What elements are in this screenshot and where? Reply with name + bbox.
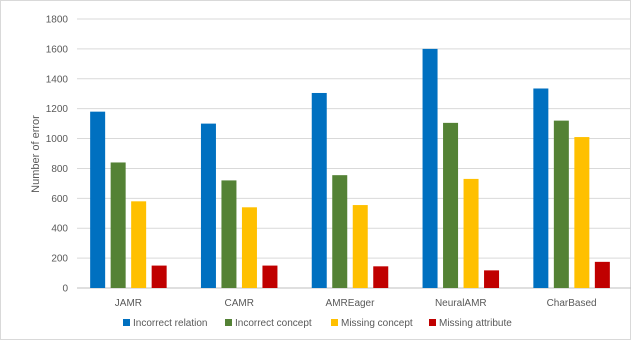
bar <box>200 123 216 288</box>
y-tick-label: 800 <box>51 164 68 175</box>
y-tick-label: 400 <box>51 224 68 235</box>
legend-label: Missing attribute <box>439 318 512 329</box>
legend-swatch <box>429 319 436 326</box>
bar <box>594 261 610 288</box>
bar <box>131 201 147 288</box>
bar <box>110 162 126 288</box>
x-tick-label: NeuralAMR <box>435 298 487 309</box>
legend-swatch <box>123 319 130 326</box>
y-tick-label: 0 <box>62 284 68 295</box>
bar-chart: 0 200 400 600 800 1000 1200 1400 1600 1800 JAMR CA… <box>30 15 631 329</box>
bar <box>484 270 500 288</box>
y-tick-label: 1400 <box>46 74 69 85</box>
bar <box>443 122 459 288</box>
y-axis-ticks: 0 200 400 600 800 1000 1200 1400 1600 1800 <box>46 15 69 295</box>
y-tick-label: 1600 <box>46 44 69 55</box>
bar <box>241 207 257 288</box>
bar <box>574 137 590 288</box>
bar <box>352 205 368 288</box>
y-tick-label: 1000 <box>46 134 69 145</box>
legend-item: Missing concept <box>331 318 413 329</box>
x-tick-label: CAMR <box>224 298 253 309</box>
x-tick-label: CharBased <box>547 298 597 309</box>
bar <box>533 88 549 288</box>
x-tick-label: AMREager <box>326 298 376 309</box>
gridlines <box>77 18 631 289</box>
legend-label: Missing concept <box>341 318 413 329</box>
x-tick-label: JAMR <box>115 298 142 309</box>
legend-label: Incorrect relation <box>133 318 207 329</box>
x-axis-ticks: JAMR CAMR AMREager NeuralAMR CharBased <box>115 298 597 309</box>
y-tick-label: 600 <box>51 194 68 205</box>
legend-swatch <box>331 319 338 326</box>
bar <box>262 265 278 288</box>
legend-item: Incorrect concept <box>225 318 312 329</box>
legend-item: Incorrect relation <box>123 318 207 329</box>
y-axis-label: Number of error <box>30 115 42 193</box>
legend-label: Incorrect concept <box>235 318 312 329</box>
bar <box>151 265 167 288</box>
bars <box>90 48 610 289</box>
bar <box>463 178 479 288</box>
bar <box>422 48 438 289</box>
bar <box>332 175 348 288</box>
y-tick-label: 1200 <box>46 104 69 115</box>
bar <box>221 180 237 288</box>
bar <box>373 266 389 288</box>
bar <box>311 92 327 288</box>
y-tick-label: 200 <box>51 254 68 265</box>
legend: Incorrect relation Incorrect concept Missi… <box>123 318 512 329</box>
y-tick-label: 1800 <box>46 15 69 26</box>
bar <box>90 111 106 289</box>
bar <box>553 120 569 288</box>
legend-item: Missing attribute <box>429 318 512 329</box>
legend-swatch <box>225 319 232 326</box>
